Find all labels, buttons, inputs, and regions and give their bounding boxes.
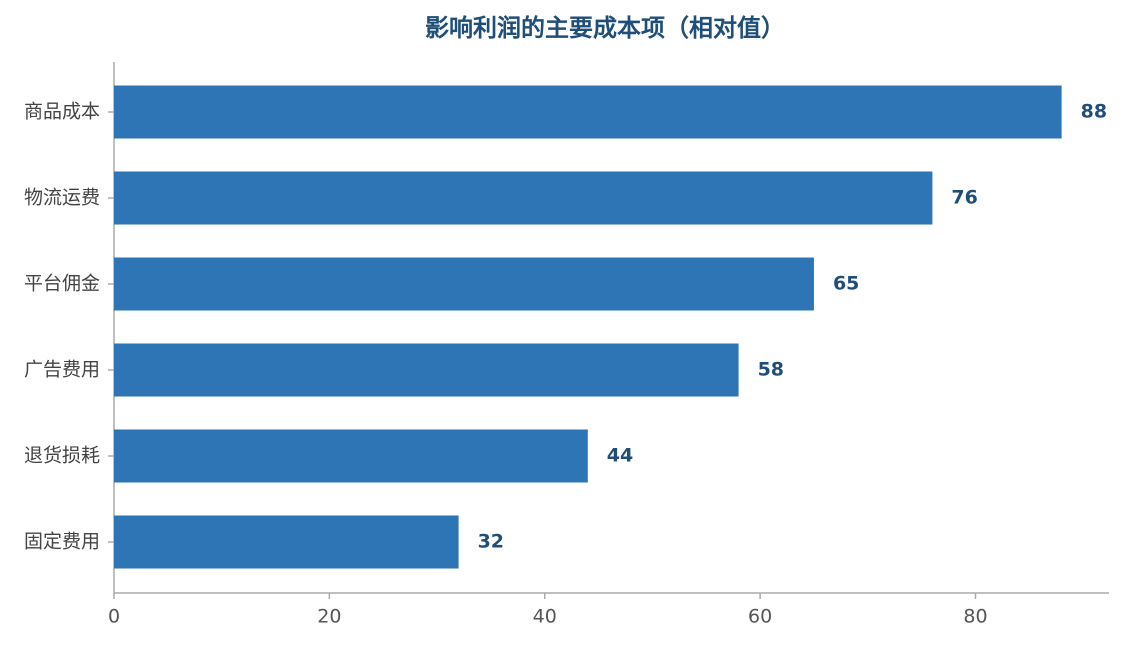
- x-tick-label: 40: [533, 606, 557, 628]
- y-tick-label: 广告费用: [24, 359, 100, 381]
- value-label: 65: [833, 273, 859, 295]
- value-label: 32: [478, 531, 504, 553]
- y-tick-label: 平台佣金: [24, 273, 100, 295]
- value-label: 58: [758, 359, 784, 381]
- y-tick-label: 固定费用: [24, 531, 100, 553]
- x-tick-label: 0: [108, 606, 120, 628]
- bar: [114, 85, 1062, 139]
- y-tick-label: 物流运费: [24, 187, 100, 209]
- bar: [114, 515, 459, 569]
- bar: [114, 343, 739, 397]
- y-tick-label: 商品成本: [24, 101, 100, 123]
- x-tick-label: 60: [748, 606, 772, 628]
- value-label: 76: [951, 187, 977, 209]
- chart-title: 影响利润的主要成本项（相对值）: [425, 14, 785, 42]
- bar: [114, 429, 588, 483]
- value-label: 88: [1081, 101, 1107, 123]
- y-tick-label: 退货损耗: [24, 445, 100, 467]
- x-tick-label: 20: [317, 606, 341, 628]
- bar: [114, 257, 814, 311]
- value-label: 44: [607, 445, 633, 467]
- bar: [114, 171, 933, 225]
- x-tick-label: 80: [963, 606, 987, 628]
